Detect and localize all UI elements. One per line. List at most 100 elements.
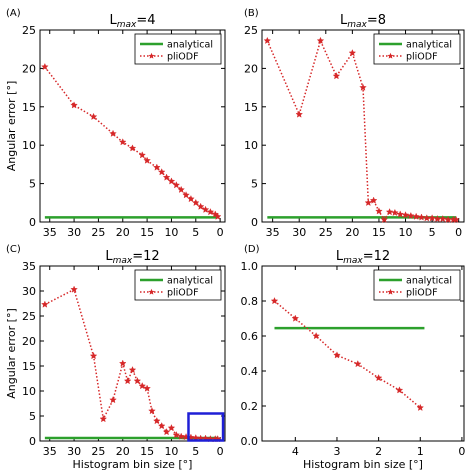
x-tick-label: 5 [192,226,199,239]
legend-entry: analytical [406,276,452,287]
data-point [417,213,426,221]
data-point [133,377,142,385]
data-point [138,382,146,390]
data-point [263,36,272,44]
legend-entry: analytical [167,40,213,51]
legend-entry: pliODF [406,52,438,63]
y-tick-label: 25 [22,310,36,323]
series-line-pliODF [266,38,457,222]
x-tick-label: 1 [417,445,424,458]
legend-entry: pliODF [167,288,199,299]
data-point [109,396,117,404]
data-point [153,163,161,171]
x-tick-label: 25 [319,226,333,239]
panel-label: (D) [244,244,260,255]
data-point [119,359,127,367]
x-tick-label: 0 [217,226,224,239]
chart-title-sub: max [113,256,133,266]
y-tick-label: 20 [244,62,258,75]
chart-title-main: L [105,249,113,264]
data-point [177,432,185,440]
data-point [148,407,156,415]
data-point [213,212,222,220]
data-point [128,366,137,374]
legend-entry: analytical [406,40,452,51]
data-point [162,173,171,181]
chart-title-suffix: =12 [363,249,390,264]
data-point [157,168,166,176]
legend-box [373,269,461,301]
x-tick-label: 3 [333,445,340,458]
panel-label: (A) [6,8,21,19]
y-tick-label: 10 [22,139,36,152]
x-tick-label: 15 [140,445,154,458]
data-point [395,386,404,394]
data-point [354,360,362,368]
y-tick-label: 5 [251,178,258,191]
x-tick-label: 30 [292,226,306,239]
x-tick-label: 0 [455,226,462,239]
legend-entry: analytical [167,276,213,287]
data-point [187,195,195,203]
panel-label: (C) [6,244,21,255]
data-point [312,332,320,340]
series-line-pliODF [44,288,218,440]
data-point [196,202,205,210]
data-point [70,101,78,109]
chart-panel-0: (A) Lmax=4 0 5 10 15 20 25 35 30 25 20 15 10 5 0 Angular… [5,8,226,239]
data-point [109,129,117,137]
data-point [364,198,373,206]
x-tick-label: 2 [375,445,382,458]
legend-box [134,269,222,301]
plot-frame [39,29,226,223]
data-point [99,415,108,423]
data-point [407,211,415,220]
chart-panel-3: (D) Lmax=12 0.0 0.2 0.4 0.6 0.8 1.0 4 3 2 1 0 Histogr… [241,244,466,471]
data-point [270,297,279,305]
x-axis-label: Histogram bin size [°] [303,458,423,471]
chart-title-suffix: =8 [367,13,386,28]
chart-title-main: L [336,249,344,264]
chart-title-main: L [109,13,117,28]
x-tick-label: 10 [164,226,178,239]
legend-marker [387,52,394,59]
data-point [89,112,98,120]
data-point [143,156,151,164]
y-tick-label: 0 [29,435,36,448]
legend-marker [387,288,394,295]
data-point [396,210,404,218]
data-point [452,215,460,223]
x-tick-label: 30 [67,445,81,458]
data-point [412,212,420,220]
chart-title: Lmax=12 [105,249,159,266]
legend-marker [148,288,155,295]
data-point [295,110,303,118]
y-tick-label: 0 [29,216,36,229]
x-tick-label: 25 [91,226,105,239]
zoom-highlight-box [187,412,225,442]
y-axis-label: Angular error [°] [5,81,18,171]
y-tick-label: 0.4 [241,365,259,378]
data-point [423,214,431,222]
data-point [380,215,388,223]
data-point [291,314,300,322]
data-point [182,191,190,199]
series-line-pliODF [274,300,421,409]
x-tick-label: 5 [192,445,199,458]
data-point [172,181,181,189]
chart-title: Lmax=8 [340,13,386,30]
data-point [119,138,127,146]
x-tick-label: 15 [372,226,386,239]
data-point [167,424,176,432]
y-tick-label: 15 [244,101,258,114]
legend-box [373,33,461,65]
chart-title-sub: max [343,256,363,266]
legend-marker [148,52,155,59]
y-tick-label: 10 [22,385,36,398]
y-axis-label: Angular error [°] [5,308,18,398]
legend-box [134,33,222,65]
x-tick-label: 0 [458,445,465,458]
data-point [332,72,341,80]
data-point [153,417,161,425]
x-tick-label: 10 [164,445,178,458]
